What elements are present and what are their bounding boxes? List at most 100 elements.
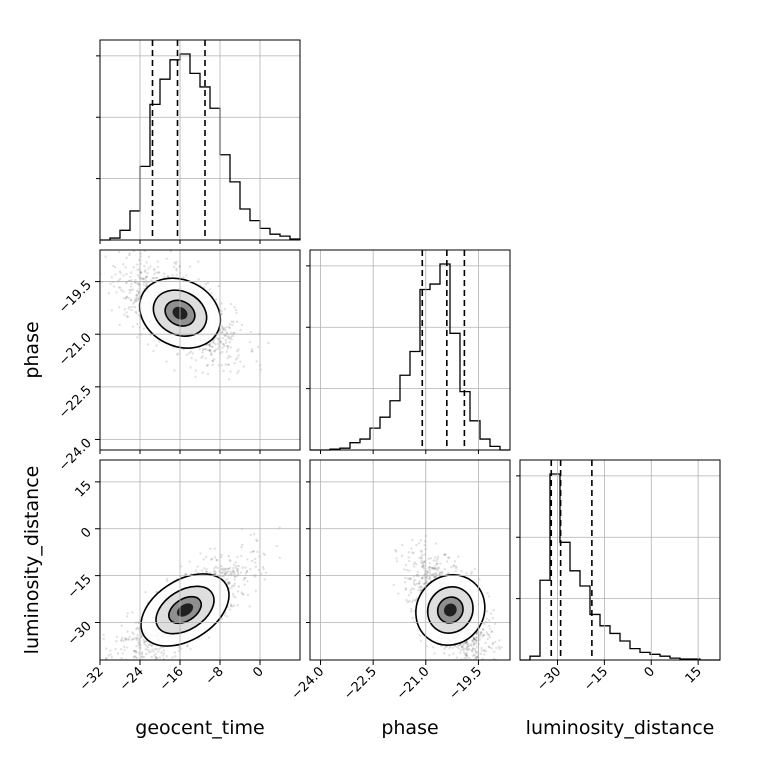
scatter-point [101,280,104,284]
grid-lines [320,250,479,450]
scatter-point [490,630,494,633]
scatter-point [126,315,130,318]
scatter-point [492,609,495,612]
scatter-point [119,286,122,290]
scatter-point [465,641,469,644]
x-axis-label-phase: phase [381,717,438,739]
scatter-point [136,282,140,286]
scatter-point [483,622,486,625]
scatter-point [228,326,231,330]
scatter-point [408,569,411,572]
scatter-panel-phase_vs_geocent_time [100,250,270,381]
scatter-point [419,585,423,589]
scatter-point [468,647,471,651]
scatter-point [229,346,232,349]
scatter-point [252,550,255,553]
scatter-point [434,572,437,575]
scatter-point [491,616,495,620]
scatter-point [438,572,441,575]
scatter-point [260,572,263,576]
scatter-point [427,567,430,570]
scatter-point [128,635,131,639]
scatter-point [204,357,207,360]
scatter-point [486,592,489,595]
scatter-point [470,644,473,647]
scatter-point [498,647,501,651]
scatter-point [203,567,206,570]
scatter-point [228,323,232,326]
scatter-point [220,617,224,620]
x-tick-label: −21.0 [394,664,433,703]
scatter-point [134,278,137,282]
scatter-point [222,568,225,572]
scatter-point [474,638,477,641]
scatter-point [147,648,150,652]
scatter-point [407,594,411,597]
scatter-point [142,327,146,330]
scatter-point [235,311,238,315]
scatter-point [131,611,134,614]
scatter-point [473,567,476,571]
scatter-point [226,577,229,581]
scatter-point [189,350,193,353]
scatter-point [136,289,139,293]
scatter-point [214,342,217,346]
scatter-point [442,652,446,655]
scatter-point [428,565,431,569]
panel-frame [99,39,301,241]
scatter-point [225,350,228,354]
density-contour [444,603,457,617]
scatter-point [432,559,436,562]
scatter-point [115,635,119,639]
scatter-point [497,645,501,648]
scatter-point [201,371,204,374]
scatter-point [490,630,493,634]
x-axis-label-luminosity_distance: luminosity_distance [526,717,715,739]
scatter-point [472,638,475,641]
scatter-point [142,638,145,642]
scatter-point [112,667,114,669]
scatter-point [124,266,127,269]
scatter-point [432,567,435,570]
scatter-point [413,583,417,587]
scatter-point [483,653,486,656]
scatter-point [419,585,422,588]
scatter-point [116,679,118,681]
scatter-point [209,351,213,354]
scatter-point [423,582,426,585]
scatter-point [493,665,495,667]
scatter-point [185,274,188,277]
scatter-point [228,581,231,584]
y-tick-label: −21.0 [56,330,95,369]
scatter-point [155,591,158,594]
scatter-point [109,282,112,285]
scatter-point [148,651,151,654]
scatter-point [426,570,429,573]
scatter-point [126,612,129,615]
scatter-point [189,366,192,369]
scatter-point [143,642,146,646]
scatter-point [434,542,438,545]
scatter-point [409,589,412,592]
scatter-point [394,550,398,553]
scatter-point [478,638,481,642]
scatter-point [443,647,446,651]
scatter-point [237,573,240,576]
scatter-point [464,653,468,657]
scatter-point [220,302,223,305]
scatter-point [478,633,482,636]
scatter-point [126,637,130,641]
scatter-point [129,289,133,292]
scatter-point [141,651,144,654]
scatter-point [119,639,123,642]
scatter-point [451,646,454,650]
scatter-point [475,650,479,654]
scatter-point [223,614,226,617]
scatter-point [102,637,105,640]
scatter-point [250,350,253,353]
scatter-point [206,281,210,285]
scatter-point [213,569,216,573]
scatter-point [209,353,213,356]
scatter-point [152,277,155,280]
scatter-point [226,581,230,584]
